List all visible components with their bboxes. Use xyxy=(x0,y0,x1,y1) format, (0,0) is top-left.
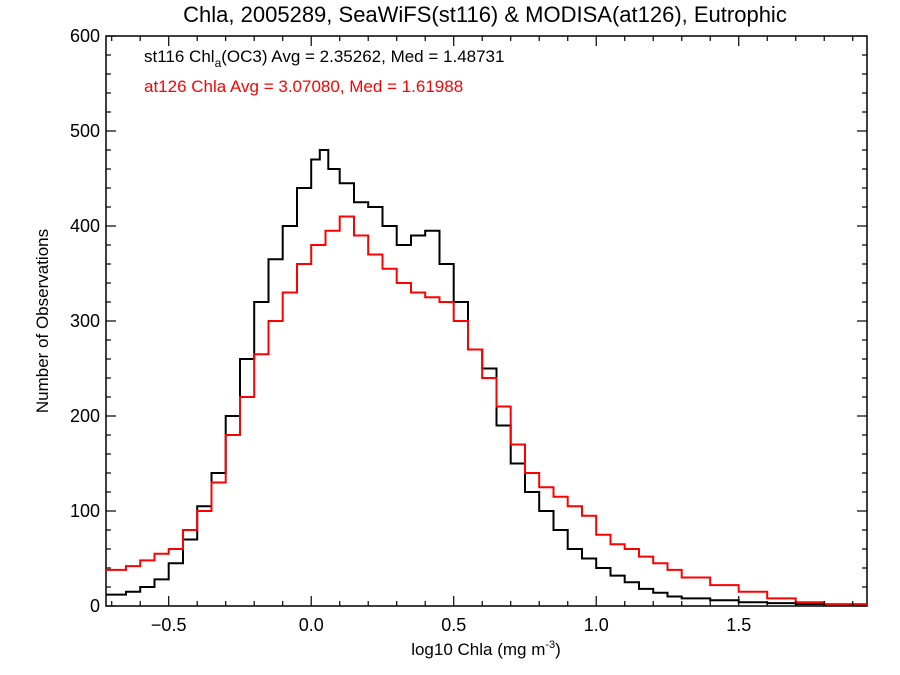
y-tick-label: 0 xyxy=(90,596,100,616)
y-tick-label: 600 xyxy=(70,26,100,46)
x-tick-label: −0.5 xyxy=(151,615,187,635)
x-tick-label: 0.0 xyxy=(299,615,324,635)
annotation-black: st116 Chla(OC3) Avg = 2.35262, Med = 1.4… xyxy=(144,47,504,70)
x-axis-label: log10 Chla (mg m-3) xyxy=(411,639,561,659)
chart-title: Chla, 2005289, SeaWiFS(st116) & MODISA(a… xyxy=(183,2,787,27)
tick-layer: −0.5 0.0 0.5 1.0 1.5 0 100 200 300 400 500 600 xyxy=(70,26,867,635)
y-tick-label: 400 xyxy=(70,216,100,236)
plot-frame xyxy=(105,35,868,607)
y-axis-label: Number of Observations xyxy=(33,229,52,413)
y-tick-label: 500 xyxy=(70,121,100,141)
y-tick-label: 200 xyxy=(70,406,100,426)
annotation-red: at126 Chla Avg = 3.07080, Med = 1.61988 xyxy=(144,77,463,96)
series-at126-red-line xyxy=(106,215,867,606)
y-tick-label: 100 xyxy=(70,501,100,521)
x-tick-label: 1.5 xyxy=(726,615,751,635)
x-tick-label: 1.0 xyxy=(584,615,609,635)
y-tick-label: 300 xyxy=(70,311,100,331)
series-layer xyxy=(106,149,867,606)
x-tick-label: 0.5 xyxy=(441,615,466,635)
